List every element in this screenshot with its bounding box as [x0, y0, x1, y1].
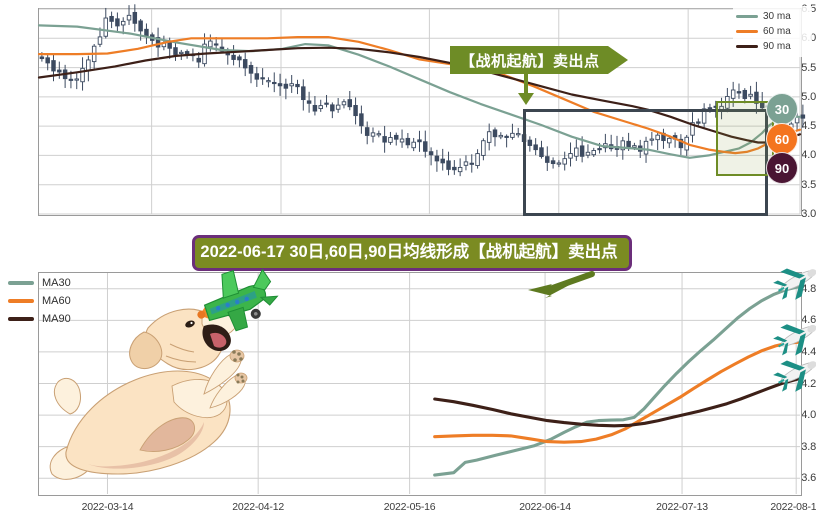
- bottom-y-tick-label: 4.8: [801, 282, 816, 295]
- legend-swatch: [8, 299, 34, 303]
- ma-badge-60: 60: [766, 123, 798, 155]
- bottom-x-tick-label: 2022-03-14: [81, 501, 134, 513]
- ma-badge-30: 30: [766, 93, 798, 125]
- airplane-icon: [773, 268, 816, 300]
- bottom-y-tick-label: 4.2: [801, 377, 816, 390]
- top-y-tick-label: 3.5: [801, 178, 816, 191]
- top-chart-legend: 30 ma 60 ma 90 ma: [733, 6, 812, 57]
- legend-item: 30 ma: [736, 9, 810, 24]
- bottom-ma-line: [433, 376, 802, 428]
- bottom-y-tick-label: 4.6: [801, 314, 816, 327]
- top-ma-line: [37, 46, 802, 144]
- airplane-icon: [773, 360, 816, 392]
- bottom-chart-series-layer: [39, 268, 816, 494]
- left-arrow-annotation: [528, 271, 595, 298]
- bottom-y-tick-label: 4.4: [801, 345, 816, 358]
- bottom-y-tick-label: 4.0: [801, 409, 816, 422]
- legend-swatch: [8, 281, 34, 285]
- top-y-tick-label: 5.0: [801, 90, 816, 103]
- bottom-ma-line: [433, 340, 802, 444]
- callout-drop-arrowhead: [518, 93, 534, 105]
- top-y-tick-label: 4.5: [801, 120, 816, 133]
- legend-swatch: [736, 30, 758, 33]
- legend-item: MA90: [8, 310, 71, 328]
- legend-item: MA60: [8, 292, 71, 310]
- legend-label: MA30: [42, 277, 71, 289]
- legend-label: MA90: [42, 313, 71, 325]
- callout-arrow-head: [607, 46, 628, 74]
- dog-illustration: [49, 303, 248, 480]
- legend-swatch: [8, 317, 34, 321]
- legend-item: MA30: [8, 274, 71, 292]
- legend-label: 60 ma: [763, 26, 791, 37]
- bottom-x-tick-label: 2022-04-12: [232, 501, 285, 513]
- bottom-chart-legend: MA30 MA60 MA90: [8, 274, 71, 328]
- legend-label: 90 ma: [763, 41, 791, 52]
- moving-average-detail-chart: 3.6 3.8 4.0 4.2 4.4 4.6 4.8 2022-03-14 2022-04-…: [0, 268, 816, 520]
- green-toy-plane-icon: [197, 268, 279, 332]
- bottom-x-tick-label: 2022-07-13: [656, 501, 708, 513]
- legend-label: MA60: [42, 295, 71, 307]
- legend-label: 30 ma: [763, 11, 791, 22]
- legend-item: 60 ma: [736, 24, 810, 39]
- bottom-y-tick-label: 3.6: [801, 472, 816, 485]
- sell-signal-callout: 【战机起航】卖出点: [450, 46, 628, 74]
- bottom-x-tick-label: 2022-06-14: [519, 501, 571, 513]
- callout-drop-stem: [524, 74, 528, 94]
- legend-item: 90 ma: [736, 39, 810, 54]
- bottom-y-tick-label: 3.8: [801, 440, 816, 453]
- price-candlestick-chart: 3.03.54.04.55.05.56.06.5 【战机起航】卖出点 30 ma…: [0, 0, 816, 232]
- airplane-icon: [773, 324, 816, 356]
- legend-swatch: [736, 15, 758, 18]
- bottom-ma-line: [433, 284, 802, 477]
- ma-badge-90: 90: [766, 152, 798, 184]
- top-y-tick-label: 5.5: [801, 61, 816, 74]
- bottom-x-tick-label: 2022-08-10: [770, 501, 816, 513]
- top-y-tick-label: 4.0: [801, 149, 816, 162]
- top-y-tick-label: 3.0: [801, 208, 816, 220]
- page-title-banner: [192, 235, 632, 271]
- sell-signal-callout-label: 【战机起航】卖出点: [460, 52, 600, 70]
- legend-swatch: [736, 45, 758, 48]
- bottom-x-tick-label: 2022-05-16: [383, 501, 436, 513]
